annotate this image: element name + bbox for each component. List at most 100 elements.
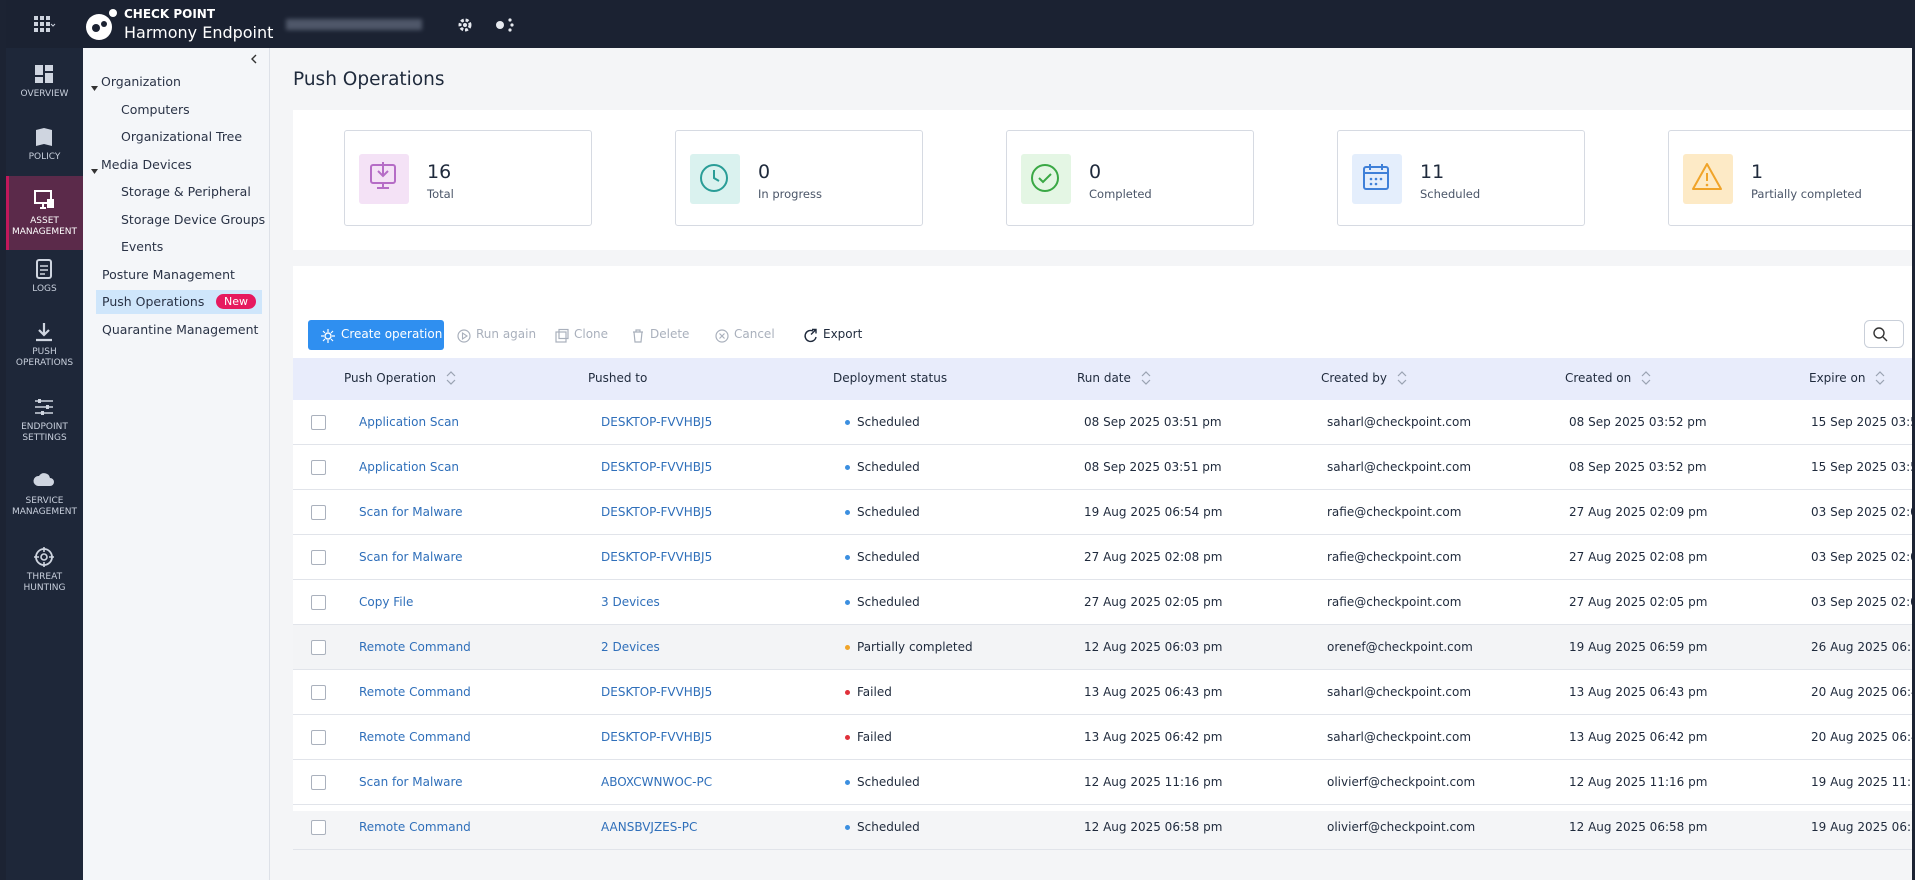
cell-text: 13 Aug 2025 06:43 pm <box>1569 685 1708 699</box>
cell-text[interactable]: Application Scan <box>359 460 460 474</box>
row-checkbox[interactable] <box>311 820 326 835</box>
nav-icon <box>33 396 55 422</box>
row-checkbox[interactable] <box>311 730 326 745</box>
cell-text[interactable]: ABOXCWNWOC-PC <box>601 775 713 789</box>
row-checkbox[interactable] <box>311 505 326 520</box>
cell-text[interactable]: DESKTOP-FVVHBJ5 <box>601 685 713 699</box>
sub-nav-item[interactable]: Media Devices <box>101 156 192 172</box>
cell-text: 13 Aug 2025 06:43 pm <box>1084 685 1223 699</box>
cell-text: 15 Sep 2025 03:52 pm <box>1811 460 1912 474</box>
table-row[interactable]: Application Scan DESKTOP-FVVHBJ5 Scheduled… <box>293 400 1912 445</box>
sub-nav-item[interactable]: Organization <box>101 74 181 89</box>
sort-icon[interactable] <box>1141 370 1151 390</box>
nav-item[interactable]: ENDPOINT SETTINGS <box>6 388 83 452</box>
status-dot <box>845 420 850 425</box>
cell-text[interactable]: Remote Command <box>359 685 471 699</box>
table-row[interactable]: Remote Command AANSBVJZES-PC Scheduled 12 A… <box>293 805 1912 850</box>
settings-icon[interactable] <box>457 17 473 33</box>
table-row[interactable]: Scan for Malware DESKTOP-FVVHBJ5 Scheduled… <box>293 490 1912 535</box>
status-dot <box>845 735 850 740</box>
cell-text[interactable]: 3 Devices <box>601 595 660 609</box>
left-nav: OVERVIEW POLICY ASSET MANAGEMENT LOGS PUSH O… <box>6 48 83 880</box>
sub-nav-item[interactable]: Storage Device Groups <box>121 211 266 227</box>
sub-nav-item[interactable]: Push Operations <box>102 294 205 309</box>
button-icon <box>630 328 646 348</box>
sub-nav-item[interactable]: Organizational Tree <box>121 129 243 144</box>
cell-text[interactable]: DESKTOP-FVVHBJ5 <box>601 415 713 429</box>
column-header[interactable]: Created by <box>1321 371 1388 385</box>
sub-nav-item[interactable]: Computers <box>121 101 190 117</box>
row-checkbox[interactable] <box>311 460 326 475</box>
stat-card[interactable]: 11 Scheduled <box>1337 130 1585 226</box>
sort-icon[interactable] <box>446 370 456 390</box>
apps-menu-icon[interactable] <box>34 16 56 32</box>
sort-icon[interactable] <box>1641 370 1651 390</box>
table-row[interactable]: Scan for Malware DESKTOP-FVVHBJ5 Scheduled… <box>293 535 1912 580</box>
stat-card[interactable]: 0 In progress <box>675 130 923 226</box>
expand-caret[interactable] <box>91 78 99 97</box>
toolbar-button[interactable]: Export <box>803 320 893 350</box>
cell-text: orenef@checkpoint.com <box>1327 640 1473 654</box>
table-row[interactable]: Application Scan DESKTOP-FVVHBJ5 Scheduled… <box>293 445 1912 490</box>
sub-nav-item[interactable]: Events <box>121 239 164 254</box>
sharing-icon[interactable] <box>495 18 515 32</box>
row-checkbox[interactable] <box>311 595 326 610</box>
column-header[interactable]: Push Operation <box>344 371 437 385</box>
row-checkbox[interactable] <box>311 415 326 430</box>
cell-text[interactable]: Scan for Malware <box>359 505 463 519</box>
column-header: Pushed to <box>588 371 648 385</box>
sort-icon[interactable] <box>1875 370 1885 390</box>
table-row[interactable]: Remote Command DESKTOP-FVVHBJ5 Failed 13 Au… <box>293 715 1912 760</box>
status-text: Scheduled <box>857 505 920 519</box>
account-selector[interactable] <box>286 19 422 30</box>
column-header[interactable]: Run date <box>1077 371 1131 385</box>
sub-nav-item[interactable]: Storage & Peripheral <box>121 184 251 199</box>
cell-text[interactable]: DESKTOP-FVVHBJ5 <box>601 505 713 519</box>
nav-item[interactable]: POLICY <box>6 118 83 182</box>
nav-item[interactable]: PUSH OPERATIONS <box>6 313 83 377</box>
table-row[interactable]: Scan for Malware ABOXCWNWOC-PC Scheduled 12… <box>293 760 1912 805</box>
row-checkbox[interactable] <box>311 685 326 700</box>
table-row[interactable]: Remote Command DESKTOP-FVVHBJ5 Failed 13 Au… <box>293 670 1912 715</box>
cell-text[interactable]: DESKTOP-FVVHBJ5 <box>601 730 713 744</box>
expand-caret[interactable] <box>91 161 99 180</box>
column-header[interactable]: Created on <box>1565 371 1632 385</box>
cell-text[interactable]: Scan for Malware <box>359 775 463 789</box>
cell-text[interactable]: Application Scan <box>359 415 460 429</box>
search-box[interactable] <box>1864 320 1904 348</box>
status-dot <box>845 465 850 470</box>
cell-text: rafie@checkpoint.com <box>1327 595 1462 609</box>
stat-card[interactable]: 16 Total <box>344 130 592 226</box>
nav-item[interactable]: SERVICE MANAGEMENT <box>6 462 83 526</box>
stat-card[interactable]: 1 Partially completed <box>1668 130 1912 226</box>
cell-text[interactable]: DESKTOP-FVVHBJ5 <box>601 460 713 474</box>
sub-nav-item[interactable]: Quarantine Management <box>102 321 259 337</box>
collapse-button[interactable] <box>249 53 259 65</box>
sort-icon[interactable] <box>1397 370 1407 390</box>
column-header[interactable]: Expire on <box>1809 371 1866 385</box>
cell-text[interactable]: AANSBVJZES-PC <box>601 820 698 834</box>
nav-icon <box>33 126 55 152</box>
row-checkbox[interactable] <box>311 775 326 790</box>
row-checkbox[interactable] <box>311 550 326 565</box>
cell-text[interactable]: Remote Command <box>359 820 471 834</box>
nav-item[interactable]: ASSET MANAGEMENT <box>6 176 83 250</box>
cell-text[interactable]: Remote Command <box>359 640 471 654</box>
cell-text[interactable]: 2 Devices <box>601 640 660 654</box>
row-checkbox[interactable] <box>311 640 326 655</box>
table-row[interactable]: Copy File 3 Devices Scheduled 27 Aug 2025 0… <box>293 580 1912 625</box>
toolbar-button[interactable]: Create operation <box>308 320 444 350</box>
nav-item[interactable]: OVERVIEW <box>6 55 83 119</box>
stat-card[interactable]: 0 Completed <box>1006 130 1254 226</box>
nav-icon <box>33 546 55 572</box>
cell-text[interactable]: Copy File <box>359 595 414 609</box>
table-row[interactable]: Remote Command 2 Devices Partially complet… <box>293 625 1912 670</box>
stat-icon <box>690 154 740 204</box>
cell-text[interactable]: Remote Command <box>359 730 471 744</box>
nav-item[interactable]: LOGS <box>6 250 83 314</box>
nav-item[interactable]: THREAT HUNTING <box>6 538 83 602</box>
cell-text[interactable]: DESKTOP-FVVHBJ5 <box>601 550 713 564</box>
cell-text[interactable]: Scan for Malware <box>359 550 463 564</box>
sub-nav-item[interactable]: Posture Management <box>102 266 235 282</box>
cell-text: 27 Aug 2025 02:08 pm <box>1084 550 1223 564</box>
